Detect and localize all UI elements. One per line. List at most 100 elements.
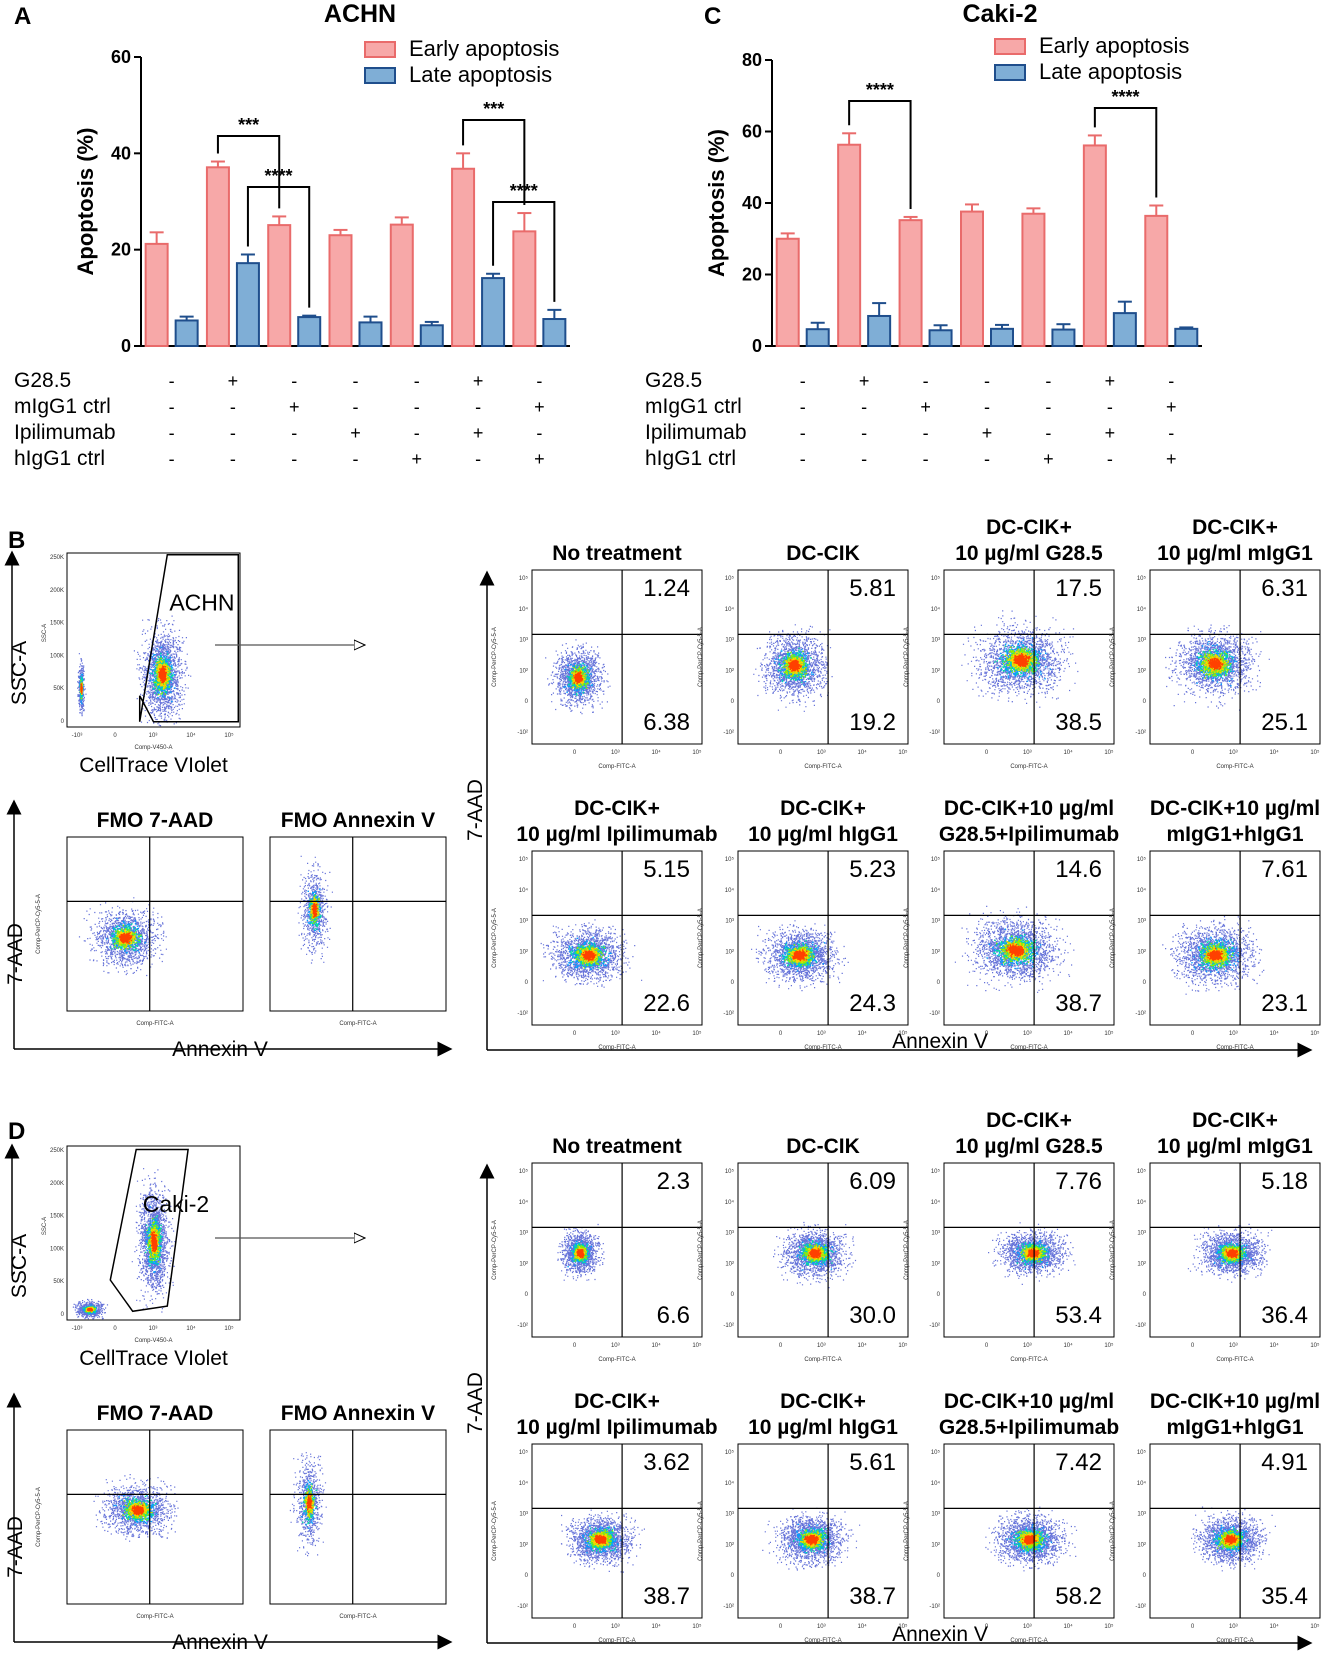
quadrant-upper-right-value: 7.61 <box>1261 856 1308 883</box>
x-axis-small-label: Comp-FITC-A <box>598 764 635 770</box>
x-tick-label: 0 <box>779 1031 783 1037</box>
bar-late <box>542 318 567 348</box>
gate-y-tick: 250K <box>50 555 64 561</box>
quadrant-upper-right-value: 17.5 <box>1055 575 1102 602</box>
condition-label: hIgG1 ctrl <box>14 447 105 470</box>
plot-title-line2: 10 µg/ml mIgG1 <box>1157 542 1313 565</box>
y-tick-label: 0 <box>937 699 941 705</box>
x-tick-label: 0 <box>573 1343 577 1349</box>
condition-sign: + <box>1166 449 1177 469</box>
condition-sign: - <box>984 449 990 469</box>
y-axis-small-label: Comp-PerCP-Cy5-5-A <box>904 627 910 687</box>
significance-label: **** <box>265 166 293 186</box>
plot-title-line1: DC-CIK+ <box>986 516 1072 539</box>
gate-y-tick: 0 <box>61 1312 65 1318</box>
condition-sign: + <box>228 371 239 391</box>
gate-label: Caki-2 <box>143 1191 209 1217</box>
panel-letter-b: B <box>8 527 25 554</box>
bar-early <box>960 210 984 347</box>
y-tick-label: 60 <box>111 47 131 67</box>
condition-sign: + <box>534 397 545 417</box>
density-dots <box>80 683 83 694</box>
condition-sign: + <box>982 423 993 443</box>
condition-sign: - <box>291 423 297 443</box>
y-tick-label: 10⁴ <box>519 887 529 894</box>
fmo-title: FMO 7-AAD <box>97 1402 214 1425</box>
y-tick-label: 10⁵ <box>725 1168 735 1175</box>
y-tick-label: 60 <box>742 122 762 142</box>
x-tick-label: 10⁵ <box>898 1030 908 1037</box>
y-axis-small-label: Comp-PerCP-Cy5-5-A <box>1110 627 1116 687</box>
x-tick-label: 0 <box>1191 750 1195 756</box>
bar-late <box>1174 327 1199 347</box>
fmo-x-small-label: Comp-FITC-A <box>339 1021 376 1027</box>
gate-x-axis-label: CellTrace VIolet <box>79 754 228 777</box>
chart-title: ACHN <box>324 0 396 28</box>
y-tick-label: -10² <box>723 730 734 736</box>
y-tick-label: 10⁵ <box>725 856 735 863</box>
plot-frame <box>1149 850 1321 1026</box>
x-tick-label: 10⁵ <box>692 749 702 756</box>
plot-frame <box>531 1162 703 1338</box>
condition-sign: - <box>475 397 481 417</box>
x-tick-label: 10⁵ <box>1104 749 1114 756</box>
x-tick-label: 10⁴ <box>857 1623 867 1630</box>
x-axis-small-label: Comp-FITC-A <box>1010 1638 1047 1644</box>
condition-sign: + <box>859 371 870 391</box>
y-tick-label: 10² <box>1137 949 1146 955</box>
gate-x-tick: 0 <box>113 733 117 739</box>
y-tick-label: 10³ <box>725 638 734 644</box>
condition-sign: - <box>923 423 929 443</box>
x-tick-label: 10³ <box>1023 750 1032 756</box>
x-tick-label: 10⁵ <box>1104 1623 1114 1630</box>
condition-label: Ipilimumab <box>645 421 747 444</box>
gate-x-tick: 0 <box>113 1326 117 1332</box>
fmo-x-small-label: Comp-FITC-A <box>136 1021 173 1027</box>
condition-sign: - <box>414 423 420 443</box>
quadrant-upper-right-value: 5.81 <box>849 575 896 602</box>
x-tick-label: 10³ <box>611 1031 620 1037</box>
x-tick-label: 0 <box>779 750 783 756</box>
y-axis-small-label: Comp-PerCP-Cy5-5-A <box>904 1501 910 1561</box>
quadrant-upper-right-value: 5.15 <box>643 856 690 883</box>
bar-late <box>419 324 444 347</box>
condition-sign: - <box>1045 371 1051 391</box>
plot-title-line1: DC-CIK+10 µg/ml <box>1150 1390 1320 1413</box>
density-dots <box>306 1493 313 1513</box>
condition-sign: - <box>923 371 929 391</box>
y-tick-label: 10⁵ <box>519 856 529 863</box>
condition-sign: - <box>800 449 806 469</box>
y-tick-label: 0 <box>1143 980 1147 986</box>
bar-early <box>144 242 169 348</box>
condition-sign: - <box>1107 449 1113 469</box>
gate-y-tick: 200K <box>50 588 64 594</box>
x-tick-label: 10⁵ <box>1310 1030 1320 1037</box>
y-tick-label: 0 <box>525 699 529 705</box>
y-tick-label: 80 <box>742 50 762 70</box>
condition-sign: - <box>800 423 806 443</box>
bar-late <box>358 321 383 348</box>
y-tick-label: 10⁵ <box>519 1449 529 1456</box>
y-tick-label: 10⁴ <box>725 1199 735 1206</box>
y-tick-label: 10⁵ <box>931 856 941 863</box>
y-tick-label: -10² <box>929 1011 940 1017</box>
x-axis-small-label: Comp-FITC-A <box>1216 1045 1253 1051</box>
bar-late <box>297 316 322 348</box>
x-tick-label: 10⁵ <box>1310 749 1320 756</box>
panel-letter-a: A <box>14 3 31 30</box>
quadrant-upper-right-value: 6.31 <box>1261 575 1308 602</box>
y-tick-label: 10² <box>519 949 528 955</box>
fmo-plot-frame <box>269 836 447 1012</box>
quadrant-lower-right-value: 53.4 <box>1055 1302 1102 1329</box>
plot-title: DC-CIK <box>786 1135 860 1158</box>
x-tick-label: 10⁴ <box>1269 1342 1279 1349</box>
density-dots <box>1207 657 1224 671</box>
condition-sign: - <box>800 371 806 391</box>
x-tick-label: 10³ <box>611 750 620 756</box>
bar-late <box>174 319 199 348</box>
condition-sign: + <box>1043 449 1054 469</box>
y-tick-label: 10³ <box>931 1231 940 1237</box>
y-axis-small-label: Comp-PerCP-Cy5-5-A <box>1110 1220 1116 1280</box>
y-axis-small-label: Comp-PerCP-Cy5-5-A <box>492 1501 498 1561</box>
y-tick-label: 0 <box>1143 1292 1147 1298</box>
